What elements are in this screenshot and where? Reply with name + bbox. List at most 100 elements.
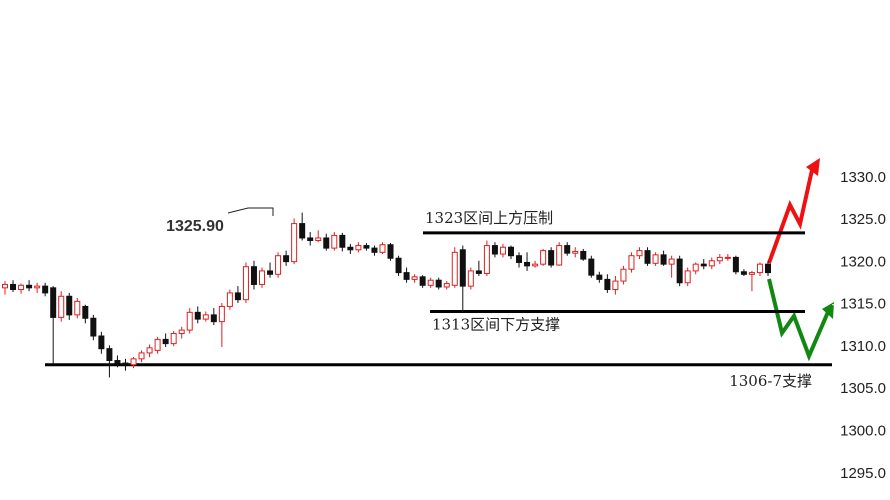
candle-body — [259, 270, 266, 285]
candle-body — [765, 263, 771, 274]
candle-body — [234, 292, 241, 301]
candle-body — [580, 250, 587, 260]
y-tick-label: 1310.0 — [840, 338, 886, 355]
candle-body — [90, 317, 97, 337]
level-label: 1313区间下方支撑 — [432, 315, 560, 333]
candle-body — [42, 285, 49, 294]
candle-body — [339, 234, 346, 248]
candle-body — [283, 255, 290, 263]
down-projection — [767, 278, 830, 362]
candle-body — [403, 272, 410, 280]
candle-body — [170, 332, 177, 345]
candle-body — [194, 311, 201, 320]
candle-body — [636, 250, 643, 257]
candle-body — [556, 245, 563, 266]
candle-body — [692, 263, 699, 272]
candle-body — [459, 249, 466, 287]
candle-body — [2, 283, 8, 289]
up-projection — [767, 169, 814, 264]
candle-body — [315, 237, 322, 241]
candle-body — [82, 305, 89, 319]
candle-body — [210, 314, 217, 323]
y-tick-label: 1330.0 — [840, 169, 886, 186]
candle-body — [106, 348, 113, 362]
candle-body — [66, 295, 73, 316]
candle-body — [154, 338, 161, 351]
candle-body — [499, 246, 506, 255]
candle-body — [676, 258, 683, 284]
candle-body — [507, 246, 514, 257]
y-tick-label: 1300.0 — [840, 422, 886, 439]
candle-body — [540, 250, 547, 265]
candle-body — [387, 244, 394, 259]
peak-label: 1325.90 — [166, 218, 224, 235]
candle-body — [250, 266, 257, 285]
candle-body — [564, 245, 571, 254]
y-tick-label: 1305.0 — [840, 380, 886, 397]
candle-body — [451, 251, 458, 286]
candle-body — [178, 329, 185, 334]
candle-body — [267, 270, 274, 275]
candle-body — [411, 276, 418, 280]
y-tick-label: 1320.0 — [840, 253, 886, 270]
candle-body — [756, 263, 763, 274]
candle-body — [98, 335, 105, 350]
candle-body — [18, 284, 25, 291]
candle-body — [620, 268, 627, 282]
candle-body — [483, 245, 490, 274]
candle-body — [218, 305, 225, 323]
candle-body — [355, 245, 362, 251]
candle-body — [612, 280, 619, 291]
candle-body — [604, 278, 611, 291]
candle-body — [524, 261, 531, 267]
candle-body — [548, 250, 555, 266]
candle-body — [708, 260, 715, 267]
y-tick-label: 1315.0 — [840, 296, 886, 313]
candle-body — [202, 314, 209, 320]
candle-body — [26, 284, 33, 289]
candle-body — [724, 256, 731, 259]
candle-body — [644, 250, 651, 264]
candle-body — [186, 311, 193, 331]
candle-body — [660, 254, 667, 265]
candle-body — [130, 358, 137, 366]
candle-body — [740, 271, 747, 275]
candle-body — [652, 254, 659, 264]
candle-body — [242, 266, 249, 301]
candle-body — [138, 352, 145, 360]
candle-body — [122, 362, 129, 366]
candle-body — [307, 237, 314, 241]
candle-body — [146, 347, 153, 354]
candle-body — [700, 263, 707, 267]
candle-body — [628, 255, 635, 270]
candle-body — [162, 338, 169, 345]
candle-body — [379, 244, 386, 253]
candle-body — [516, 255, 523, 263]
candle-body — [395, 257, 402, 274]
candle-body — [331, 234, 338, 249]
candle-body — [226, 292, 233, 307]
candle-body — [58, 295, 65, 318]
candle-body — [467, 270, 474, 287]
candle-body — [532, 263, 539, 267]
candle-body — [363, 245, 370, 249]
candle-body — [275, 255, 282, 275]
candle-body — [50, 287, 57, 318]
candle-body — [419, 276, 426, 286]
level-label: 1323区间上方压制 — [425, 209, 553, 227]
y-tick-label: 1295.0 — [840, 465, 886, 482]
candle-body — [475, 270, 482, 274]
candle-body — [684, 270, 691, 284]
candle-body — [572, 250, 579, 254]
candle-body — [596, 274, 603, 280]
candle-body — [371, 247, 378, 253]
candle-body — [732, 256, 739, 273]
candle-body — [291, 223, 298, 263]
y-tick-label: 1325.0 — [840, 211, 886, 228]
candle-body — [443, 283, 450, 288]
level-label: 1306-7支撑 — [729, 372, 812, 390]
candle-body — [435, 279, 442, 288]
candle-body — [347, 246, 354, 251]
candle-body — [299, 223, 306, 239]
